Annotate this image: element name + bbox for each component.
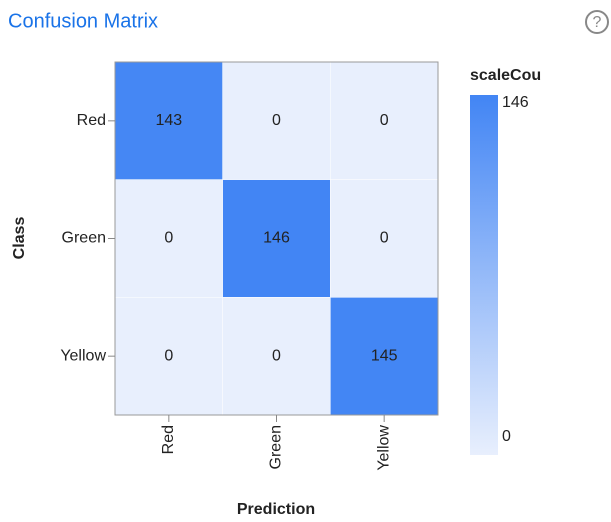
cell-label: 146 xyxy=(263,230,290,247)
x-tick-label: Green xyxy=(268,425,285,469)
y-tick-label: Green xyxy=(62,230,106,247)
cell xyxy=(222,61,331,180)
cell xyxy=(330,179,439,298)
y-tick-label: Yellow xyxy=(60,347,106,364)
cell-label: 0 xyxy=(380,112,389,129)
legend-tick-label: 0 xyxy=(502,428,511,445)
cell xyxy=(330,297,439,416)
chart-title: Confusion Matrix xyxy=(8,10,158,32)
cell-label: 145 xyxy=(371,347,398,364)
cell-label: 0 xyxy=(272,112,281,129)
cell-label: 0 xyxy=(380,230,389,247)
legend-title: scaleCou xyxy=(470,67,541,84)
cell xyxy=(222,297,331,416)
x-tick-label: Yellow xyxy=(375,425,392,471)
x-tick-label: Red xyxy=(160,425,177,454)
legend-tick-label: 146 xyxy=(502,94,529,111)
cell-label: 0 xyxy=(164,347,173,364)
cell-label: 0 xyxy=(164,230,173,247)
cell-label: 143 xyxy=(155,112,182,129)
y-tick-label: Red xyxy=(77,112,106,129)
svg-text:?: ? xyxy=(593,14,602,31)
y-axis-label: Class xyxy=(11,217,28,260)
cell xyxy=(114,297,223,416)
cell-label: 0 xyxy=(272,347,281,364)
x-axis-label: Prediction xyxy=(237,501,315,518)
help-icon[interactable]: ? xyxy=(585,10,609,34)
legend-gradient xyxy=(470,95,498,455)
